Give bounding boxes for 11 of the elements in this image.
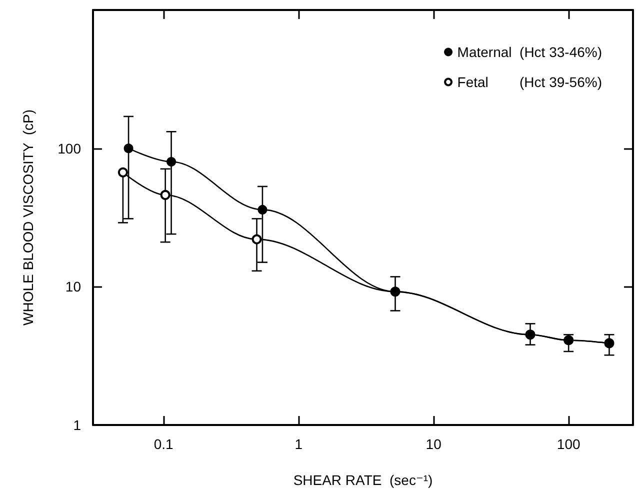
y-tick-label: 100: [58, 140, 82, 156]
y-tick-label: 1: [73, 417, 82, 433]
legend-label: Maternal (Hct 33-46%): [457, 44, 602, 60]
x-tick-label: 100: [556, 436, 580, 452]
x-axis-title: SHEAR RATE (sec⁻¹): [293, 472, 433, 488]
x-tick-label: 0.1: [154, 436, 174, 452]
legend-label: Fetal (Hct 39-56%): [457, 74, 602, 90]
y-axis-title: WHOLE BLOOD VISCOSITY (cP): [20, 109, 36, 326]
x-tick-label: 1: [294, 436, 303, 452]
x-tick-label: 10: [426, 436, 442, 452]
y-tick-label: 10: [65, 278, 82, 295]
